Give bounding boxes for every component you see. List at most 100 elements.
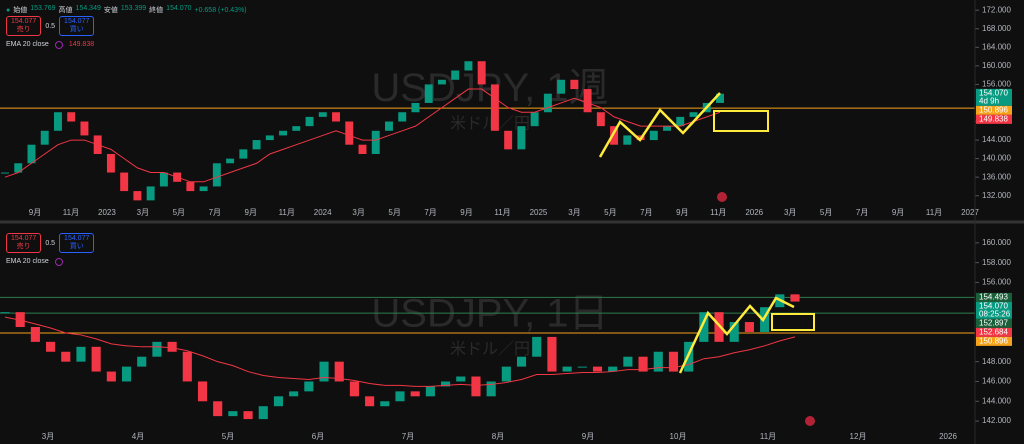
sell-label: 売り [16, 243, 31, 250]
buy-button[interactable]: 154.077 買い [59, 233, 95, 253]
candle [121, 366, 132, 382]
candle [106, 371, 116, 382]
candle [212, 163, 221, 187]
trade-buttons: 154.077 売り 0.5 154.077 買い [6, 16, 95, 36]
candle [395, 391, 405, 402]
candle [663, 126, 672, 131]
buy-price: 154.077 [64, 235, 90, 242]
ohlc-label: 安値 [103, 7, 118, 14]
candle [289, 391, 299, 397]
x-tick-label: 12月 [850, 432, 867, 441]
candle [258, 406, 268, 420]
candle [252, 140, 261, 150]
candle [0, 312, 10, 314]
candle [562, 366, 572, 372]
price-label-bg [976, 327, 1012, 337]
y-tick-label: 160.000 [982, 61, 1011, 70]
x-tick-label: 4月 [132, 432, 144, 441]
candle [265, 135, 274, 141]
ohlc-row: ● 始値 153.769 高値 154.349 安値 153.399 終値 154.070 +… [6, 5, 247, 15]
sell-label: 売り [16, 26, 31, 33]
candle [243, 411, 253, 420]
price-label-text: 154.070 [979, 88, 1008, 97]
indicator-name: EMA 20 close [6, 258, 49, 265]
price-label-text: 152.684 [979, 327, 1008, 336]
candle [653, 351, 663, 372]
buy-button[interactable]: 154.077 買い [59, 16, 95, 36]
candle [61, 351, 71, 362]
price-label-text: 152.897 [979, 318, 1008, 327]
candle [623, 135, 632, 145]
indicator-icon [54, 41, 63, 49]
candle [530, 112, 539, 127]
candle [279, 130, 288, 136]
price-label-bg [976, 292, 1012, 302]
candle [592, 366, 603, 372]
spread: 0.5 [45, 239, 56, 247]
trade-buttons: 154.077 売り 0.5 154.077 買い [6, 233, 95, 253]
indicator-row: EMA 20 close 149.838 [6, 41, 94, 49]
price-label: 149.838 [976, 114, 1012, 124]
candle [305, 116, 314, 127]
candle [67, 112, 76, 122]
candle [790, 294, 800, 302]
x-tick-label: 5月 [173, 208, 185, 217]
sell-button[interactable]: 154.077 売り [6, 16, 42, 36]
x-tick-label: 9月 [676, 208, 688, 217]
candle [226, 158, 235, 164]
candle [1, 172, 9, 174]
candle [213, 401, 223, 417]
candle [146, 186, 155, 201]
price-label-bg [976, 336, 1012, 346]
candle [744, 322, 754, 332]
x-tick-label: 9月 [582, 432, 594, 441]
x-tick-label: 9月 [245, 208, 257, 217]
candle [517, 126, 526, 150]
candle [106, 153, 115, 173]
candle [398, 112, 407, 122]
candle [152, 341, 162, 357]
candle [477, 61, 486, 85]
x-tick-label: 11月 [710, 208, 726, 217]
price-label-text: 150.896 [979, 336, 1008, 345]
candle [358, 144, 367, 154]
price-label: 150.896 [976, 336, 1012, 346]
x-tick-label: 2023 [98, 208, 116, 217]
x-tick-label: 11月 [926, 208, 942, 217]
candle [441, 381, 451, 387]
candle [186, 181, 195, 192]
candle [610, 126, 619, 145]
buy-label: 買い [69, 243, 84, 250]
candle [40, 130, 49, 145]
y-tick-label: 156.000 [982, 278, 1011, 287]
candle [304, 381, 314, 392]
x-tick-label: 2027 [961, 208, 979, 217]
x-tick-label: 11月 [494, 208, 510, 217]
drawing-zigzag [598, 92, 721, 158]
sell-button[interactable]: 154.077 売り [6, 233, 42, 253]
x-tick-label: 7月 [856, 208, 868, 217]
event-flag[interactable] [717, 192, 727, 202]
candle [385, 121, 393, 131]
event-flag[interactable] [805, 416, 815, 426]
candle [80, 121, 89, 136]
watermark-name: 米ドル／円 [450, 115, 530, 133]
candle [318, 112, 327, 117]
candle [716, 93, 724, 103]
ema-line [4, 316, 796, 387]
ohlc-value: 154.349 [75, 5, 101, 12]
candle [46, 341, 56, 352]
candle [504, 130, 513, 150]
change: +0.658 (+0.43%) [194, 6, 247, 14]
candle [689, 112, 698, 117]
x-tick-label: 11月 [760, 432, 776, 441]
watermark-name: 米ドル／円 [450, 340, 530, 358]
x-tick-label: 3月 [137, 208, 149, 217]
x-tick-label: 3月 [352, 208, 364, 217]
candle [334, 361, 344, 382]
x-tick-label: 2026 [745, 208, 763, 217]
y-tick-label: 136.000 [982, 172, 1011, 181]
drawing-zigzag [678, 296, 795, 374]
x-tick-label: 7月 [424, 208, 436, 217]
